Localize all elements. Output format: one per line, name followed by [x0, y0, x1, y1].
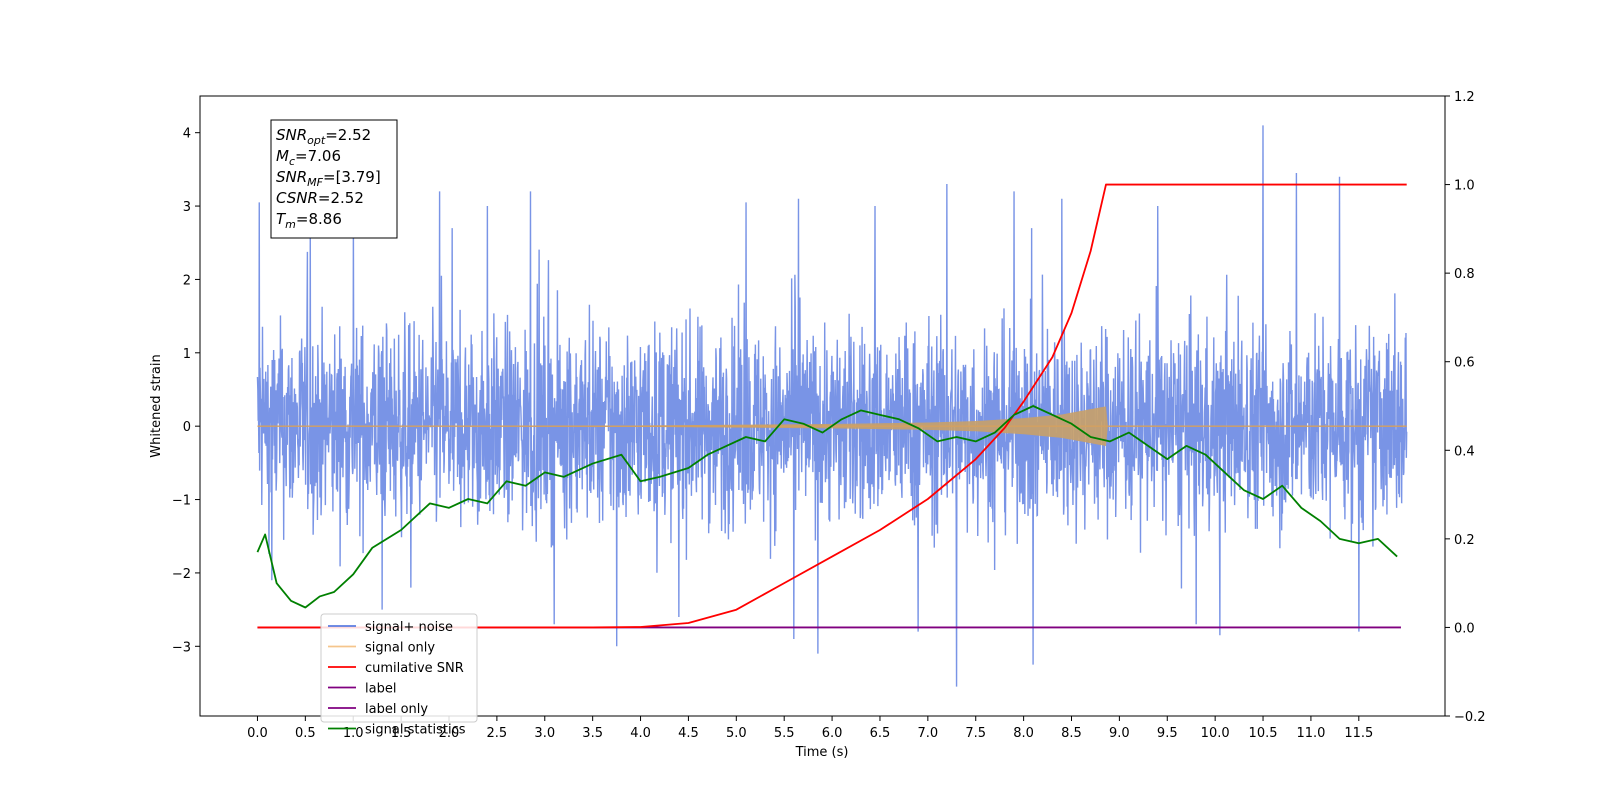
- y2-tick-label: 0.2: [1454, 533, 1475, 548]
- y-tick-label: −1: [172, 494, 191, 509]
- y2-tick-label: 0.4: [1454, 444, 1475, 459]
- y2-tick-label: 1.2: [1454, 90, 1475, 105]
- x-tick-label: 9.0: [1109, 726, 1130, 741]
- series-layer: [256, 125, 1408, 687]
- x-tick-label: 1.5: [391, 726, 412, 741]
- x-tick-label: 4.0: [630, 726, 651, 741]
- y-tick-label: 1: [183, 347, 191, 362]
- y-tick-label: 0: [183, 420, 191, 435]
- legend-entry: cumilative SNR: [365, 661, 464, 676]
- y2-tick-label: 1.0: [1454, 179, 1475, 194]
- stat-line: SNRMF=[3.79]: [276, 168, 381, 189]
- x-tick-label: 8.5: [1061, 726, 1082, 741]
- x-tick-label: 8.0: [1013, 726, 1034, 741]
- y-tick-label: 4: [183, 127, 191, 142]
- stat-line: Mc=7.06: [276, 147, 341, 168]
- x-tick-label: 3.5: [582, 726, 603, 741]
- x-tick-label: 0.0: [247, 726, 268, 741]
- x-tick-label: 1.0: [343, 726, 364, 741]
- x-tick-label: 2.5: [487, 726, 508, 741]
- x-tick-label: 10.0: [1201, 726, 1230, 741]
- legend: signal+ noise signal only cumilative SNR la…: [320, 613, 478, 738]
- legend-entry: signal only: [365, 641, 435, 656]
- stats-box-frame: [270, 119, 398, 239]
- x-tick-label: 6.0: [822, 726, 843, 741]
- y-tick-label: 2: [183, 273, 191, 288]
- plot-area-frame: [199, 95, 1446, 717]
- series-signal-noise: [256, 125, 1408, 687]
- x-tick-label: 5.0: [726, 726, 747, 741]
- x-axis-label: Time (s): [795, 745, 849, 760]
- y2-tick-label: 0.6: [1454, 356, 1475, 371]
- x-axis: 0.0 0.5 1.0 1.5 2.0 2.5 3.0 3.5 4.0 4.5 5.0 5.5 6.0 6…: [247, 716, 1373, 741]
- y-axis-label: Whitened strain: [149, 354, 164, 457]
- x-tick-label: 6.5: [870, 726, 891, 741]
- x-tick-label: 7.5: [965, 726, 986, 741]
- stat-line: Tm=8.86: [276, 210, 342, 231]
- legend-entry: label only: [365, 702, 428, 717]
- legend-entry: signal+ noise: [365, 620, 453, 635]
- y2-tick-label: −0.2: [1454, 710, 1486, 725]
- series-cumulative-snr: [257, 183, 1407, 629]
- x-tick-label: 3.0: [534, 726, 555, 741]
- x-tick-label: 10.5: [1249, 726, 1278, 741]
- legend-frame: [320, 613, 478, 723]
- x-tick-label: 5.5: [774, 726, 795, 741]
- x-tick-label: 9.5: [1157, 726, 1178, 741]
- legend-entry: label: [365, 682, 396, 697]
- y2-tick-label: 0.8: [1454, 267, 1475, 282]
- series-signal-statistics: [256, 405, 1398, 609]
- x-tick-label: 4.5: [678, 726, 699, 741]
- y-axis-right: −0.2 0.0 0.2 0.4 0.6 0.8 1.0 1.2: [1445, 90, 1486, 725]
- x-tick-label: 7.0: [918, 726, 939, 741]
- x-tick-label: 0.5: [295, 726, 316, 741]
- legend-entry: signal statistics: [365, 723, 466, 738]
- x-tick-label: 2.0: [439, 726, 460, 741]
- y-tick-label: −3: [172, 640, 191, 655]
- y2-tick-label: 0.0: [1454, 621, 1475, 636]
- x-tick-label: 11.5: [1344, 726, 1373, 741]
- x-tick-label: 11.0: [1296, 726, 1325, 741]
- y-axis-left: −3 −2 −1 0 1 2 3 4: [172, 127, 200, 655]
- stat-line: SNRopt=2.52: [276, 126, 371, 147]
- y-tick-label: −2: [172, 567, 191, 582]
- y-tick-label: 3: [183, 200, 191, 215]
- stat-line: CSNR=2.52: [276, 189, 364, 207]
